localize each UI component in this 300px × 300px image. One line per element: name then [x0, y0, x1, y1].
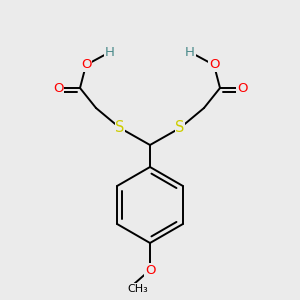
Text: CH₃: CH₃	[128, 284, 148, 294]
Text: H: H	[185, 46, 195, 59]
Text: O: O	[209, 58, 219, 71]
Text: S: S	[115, 121, 125, 136]
Text: O: O	[237, 82, 247, 94]
Text: O: O	[145, 263, 155, 277]
Text: O: O	[81, 58, 91, 71]
Text: H: H	[105, 46, 115, 59]
Text: S: S	[175, 121, 185, 136]
Text: O: O	[53, 82, 63, 94]
